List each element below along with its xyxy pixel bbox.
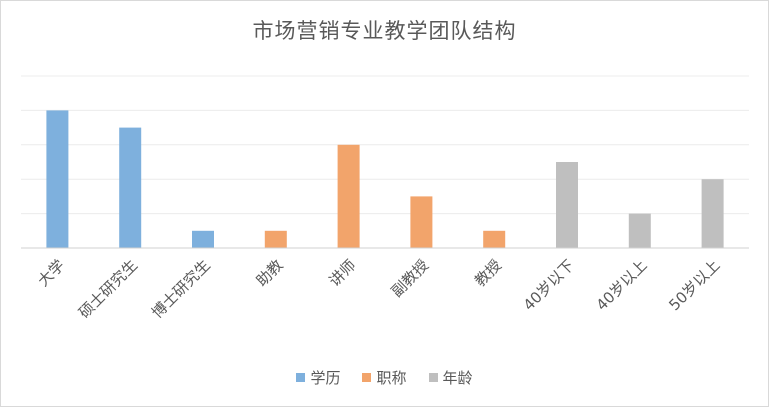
- legend-label-2: 职称: [376, 369, 407, 387]
- x-tick-label-7: 教授: [471, 256, 505, 290]
- bar-8: [556, 162, 578, 248]
- legend: 学历 职称 年龄: [1, 367, 768, 388]
- x-tick-label-5: 讲师: [325, 256, 359, 290]
- bar-3: [192, 230, 214, 248]
- chart-title: 市场营销专业教学团队结构: [252, 19, 517, 43]
- bar-9: [628, 213, 651, 248]
- legend-swatch-1: [296, 373, 306, 382]
- x-tick-label-2: 硕士研究生: [75, 256, 141, 322]
- legend-label-3: 年龄: [442, 369, 473, 387]
- x-tick-label-3: 博士研究生: [148, 256, 214, 322]
- bar-5: [337, 144, 360, 248]
- legend-swatch-3: [428, 373, 438, 382]
- x-tick-label-1: 大学: [34, 256, 68, 290]
- x-tick-label-9: 40岁以上: [593, 256, 651, 314]
- legend-item-3: 年龄: [428, 367, 473, 388]
- legend-swatch-2: [362, 373, 372, 382]
- legend-label-1: 学历: [310, 369, 341, 387]
- x-tick-label-4: 助教: [253, 256, 287, 290]
- bar-2: [119, 127, 142, 248]
- legend-item-1: 学历: [296, 367, 340, 388]
- bar-10: [701, 179, 724, 248]
- x-tick-label-6: 副教授: [388, 256, 433, 301]
- legend-item-2: 职称: [362, 367, 407, 388]
- bar-7: [483, 230, 506, 248]
- bar-1: [46, 110, 69, 249]
- x-tick-label-10: 50岁以上: [665, 256, 723, 314]
- x-tick-label-8: 40岁以下: [520, 256, 578, 314]
- bar-6: [410, 196, 433, 248]
- bar-4: [264, 230, 287, 248]
